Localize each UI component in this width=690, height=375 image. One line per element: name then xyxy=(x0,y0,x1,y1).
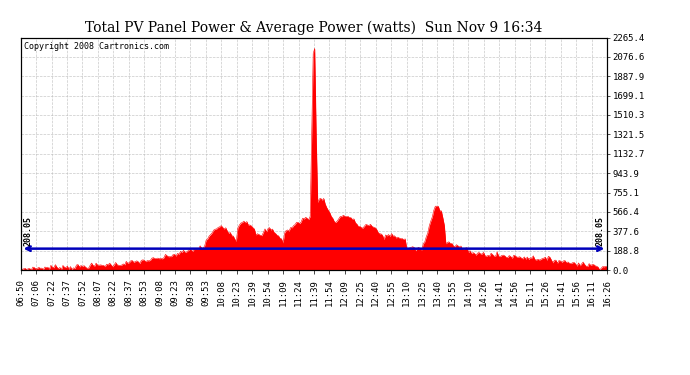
Text: 208.05: 208.05 xyxy=(23,216,33,246)
Text: Copyright 2008 Cartronics.com: Copyright 2008 Cartronics.com xyxy=(23,42,168,51)
Title: Total PV Panel Power & Average Power (watts)  Sun Nov 9 16:34: Total PV Panel Power & Average Power (wa… xyxy=(86,21,542,35)
Text: 208.05: 208.05 xyxy=(595,216,604,246)
